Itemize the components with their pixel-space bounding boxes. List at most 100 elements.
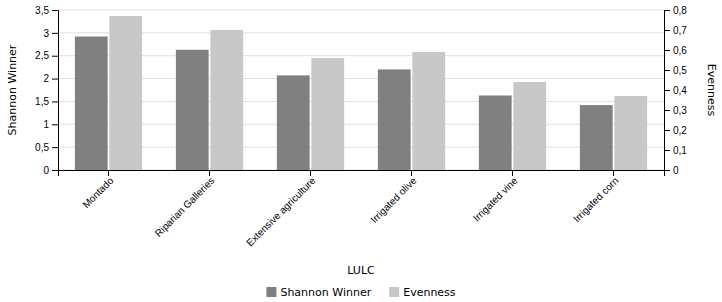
y-tick-mark: [52, 33, 58, 34]
y-axis-title: Shannon Winner: [6, 44, 19, 135]
y-tick: 1,5: [35, 96, 58, 107]
y2-axis-title: Evenness: [705, 64, 718, 117]
bar: [412, 52, 445, 170]
y2-tick-mark: [664, 30, 670, 31]
grid-line: [58, 55, 664, 56]
bar: [580, 105, 613, 170]
x-tick: Extensive agriculture: [244, 170, 318, 248]
y-tick-label: 3: [43, 28, 49, 39]
x-tick: Montado: [80, 170, 116, 210]
y2-tick-mark: [664, 130, 670, 131]
y-tick-label: 0: [43, 165, 49, 176]
chart: 0 0,5 1 1,5 2 2,5 3 3,5 0 0,1 0,2 0,3 0,4 0,5 0,6 0,7 0,…: [0, 0, 722, 302]
y-tick: 2,5: [35, 50, 58, 61]
y2-tick-mark: [664, 70, 670, 71]
y2-tick-label: 0,3: [673, 105, 687, 116]
y2-tick-label: 0,7: [673, 25, 687, 36]
y2-tick-mark: [664, 150, 670, 151]
y-axis: 0 0,5 1 1,5 2 2,5 3 3,5: [35, 5, 58, 176]
bar: [210, 30, 243, 170]
grid-line: [58, 78, 664, 79]
y2-axis-line: [665, 11, 671, 171]
y2-tick-label: 0,2: [673, 125, 687, 136]
legend-item: Shannon Winner: [266, 286, 371, 299]
bar-series: [109, 16, 647, 170]
bar: [479, 95, 512, 170]
bar: [311, 58, 344, 170]
y-tick-mark: [52, 170, 58, 171]
x-tick-label: Riparian Galleries: [153, 175, 217, 239]
y2-tick: 0,3: [664, 105, 687, 116]
y2-tick-label: 0,6: [673, 45, 687, 56]
legend: Shannon Winner Evenness: [266, 286, 455, 299]
y-tick: 0: [43, 165, 58, 176]
y-tick: 0,5: [35, 142, 58, 153]
y2-tick-mark: [664, 110, 670, 111]
x-tick: Irrigated corn: [571, 170, 620, 224]
bar: [277, 75, 310, 170]
bar: [614, 96, 647, 170]
x-tick: Riparian Galleries: [153, 170, 217, 239]
y-tick-label: 1: [43, 119, 49, 130]
y-tick-label: 1,5: [35, 96, 49, 107]
x-tick-mark: [411, 170, 412, 176]
bar: [109, 16, 142, 170]
y-tick-label: 2,5: [35, 50, 49, 61]
x-tick-label: Extensive agriculture: [244, 175, 318, 249]
x-tick-mark: [310, 170, 311, 176]
x-tick-label: Irrigated corn: [571, 175, 620, 224]
y2-tick: 0,7: [664, 25, 687, 36]
y-tick-mark: [52, 56, 58, 57]
y2-tick: 0,1: [664, 145, 687, 156]
bars: [75, 16, 647, 170]
legend-swatch: [389, 287, 399, 297]
x-tick: Irrigated olive: [368, 170, 419, 225]
y-tick: 1: [43, 119, 58, 130]
grid-line: [58, 101, 664, 102]
y2-tick: 0,8: [664, 5, 687, 16]
y-tick: 2: [43, 73, 58, 84]
x-tick-label: Montado: [80, 175, 116, 211]
y-tick-mark: [52, 124, 58, 125]
x-tick-mark: [613, 170, 614, 176]
y2-tick-label: 0,8: [673, 5, 687, 16]
y2-tick-label: 0,1: [673, 145, 687, 156]
y-tick-label: 2: [43, 73, 49, 84]
bar-series: [75, 37, 613, 170]
y-tick-label: 3,5: [35, 5, 49, 16]
legend-swatch: [266, 287, 276, 297]
x-axis: Montado Riparian Galleries Extensive agric…: [59, 170, 665, 248]
bar: [176, 50, 209, 170]
x-tick: Irrigated vine: [471, 170, 520, 224]
y-tick-mark: [52, 10, 58, 11]
bar: [75, 37, 108, 170]
y2-axis: 0 0,1 0,2 0,3 0,4 0,5 0,6 0,7 0,8: [664, 5, 687, 176]
bar: [378, 69, 411, 170]
y2-tick: 0,4: [664, 85, 687, 96]
y2-tick-label: 0,4: [673, 85, 687, 96]
legend-item: Evenness: [389, 286, 456, 299]
grid-line: [58, 124, 664, 125]
x-tick-label: Irrigated olive: [368, 175, 419, 226]
y-tick-label: 0,5: [35, 142, 49, 153]
y2-tick: 0,5: [664, 65, 687, 76]
y-tick: 3,5: [35, 5, 58, 16]
y-axis-line: [52, 11, 59, 171]
grid-line: [58, 32, 664, 33]
x-tick-mark: [108, 170, 109, 176]
y2-tick-mark: [664, 90, 670, 91]
y2-tick-mark: [664, 10, 670, 11]
plot: 0 0,5 1 1,5 2 2,5 3 3,5 0 0,1 0,2 0,3 0,4 0,5 0,6 0,7 0,…: [6, 5, 718, 277]
legend-label: Shannon Winner: [280, 286, 371, 299]
grid-line: [58, 147, 664, 148]
y2-tick-mark: [664, 50, 670, 51]
y-tick: 3: [43, 28, 58, 39]
grid: [58, 10, 664, 170]
y2-tick-label: 0: [673, 165, 679, 176]
y2-tick: 0,2: [664, 125, 687, 136]
x-tick-mark: [512, 170, 513, 176]
x-axis-title: LULC: [347, 264, 375, 277]
y-tick-mark: [52, 79, 58, 80]
x-tick-label: Irrigated vine: [471, 175, 520, 224]
x-axis-line: [59, 171, 665, 177]
